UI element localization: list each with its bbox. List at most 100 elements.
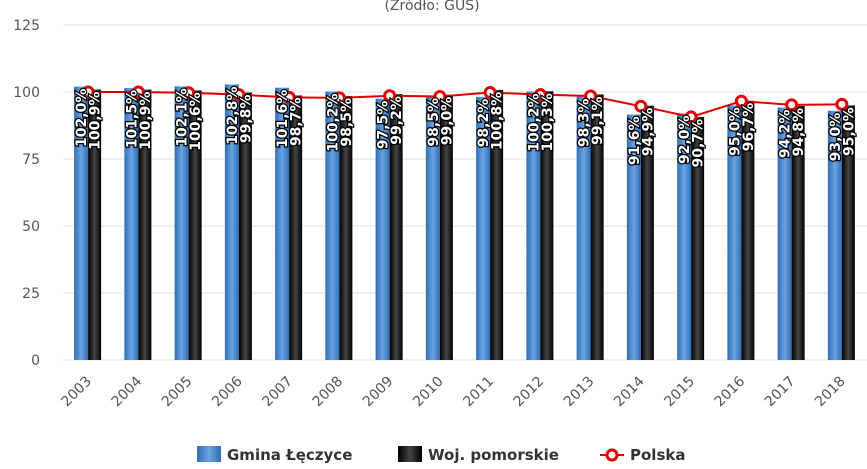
data-label: 101,5% [124, 90, 140, 148]
y-tick-label: 0 [31, 353, 40, 369]
line-point [433, 90, 447, 104]
bar [590, 94, 604, 361]
y-tick-label: 125 [13, 18, 40, 34]
legend-label: Polska [630, 446, 685, 464]
line-point [282, 90, 296, 104]
x-tick-label: 2013 [561, 374, 598, 411]
data-label: 98,7% [289, 97, 305, 146]
data-label: 99,0% [439, 97, 455, 146]
data-label: 94,8% [791, 108, 807, 157]
data-label: 102,0% [74, 89, 90, 147]
x-tick-label: 2012 [511, 374, 548, 411]
x-tick-label: 2017 [762, 374, 799, 411]
line-point [634, 99, 648, 113]
bar [325, 91, 340, 361]
data-label: 100,2% [325, 93, 341, 151]
data-label: 100,8% [490, 92, 506, 150]
legend-swatch [398, 446, 422, 462]
bar [224, 84, 239, 360]
legend-swatch [197, 446, 221, 462]
line-point [483, 86, 497, 100]
data-label: 95,0% [841, 107, 857, 156]
bar [626, 114, 641, 361]
bar [188, 90, 202, 360]
bar [741, 100, 755, 361]
data-label: 98,2% [476, 99, 492, 148]
line-point [835, 97, 849, 111]
x-tick-label: 2015 [661, 374, 698, 411]
data-label: 95,0% [727, 107, 743, 156]
data-label: 99,8% [238, 95, 254, 144]
bar [389, 94, 403, 361]
bar [540, 91, 554, 361]
data-label: 90,7% [691, 119, 707, 168]
data-label: 99,2% [389, 96, 405, 145]
x-tick-label: 2003 [58, 374, 95, 411]
data-label: 101,6% [275, 90, 291, 148]
bar [691, 116, 705, 360]
bar [791, 105, 805, 360]
bar [827, 110, 842, 360]
bar [576, 96, 591, 360]
legend-marker [605, 448, 619, 462]
x-tick-label: 2006 [209, 373, 246, 410]
x-tick-label: 2010 [410, 374, 447, 411]
line-point [81, 85, 95, 99]
x-tick-label: 2016 [712, 373, 749, 410]
legend-label: Gmina Łęczyce [227, 446, 352, 464]
x-tick-label: 2004 [109, 373, 146, 410]
data-label: 99,1% [590, 96, 606, 145]
x-tick-label: 2007 [259, 374, 296, 411]
data-label: 92,0% [677, 115, 693, 164]
bar [640, 105, 654, 360]
bar [138, 89, 152, 360]
bar [677, 113, 692, 360]
line-point [584, 89, 598, 103]
data-label: 98,3% [577, 99, 593, 148]
y-tick-label: 25 [22, 286, 40, 302]
y-tick-label: 75 [22, 152, 40, 168]
x-tick-label: 2018 [812, 374, 849, 411]
x-tick-label: 2009 [360, 374, 397, 411]
line-point [684, 110, 698, 124]
bar [727, 105, 742, 361]
bar [88, 89, 102, 360]
bar [439, 94, 453, 361]
line-point [131, 85, 145, 99]
x-tick-label: 2014 [611, 373, 648, 410]
line-point [232, 88, 246, 102]
y-tick-label: 50 [22, 219, 40, 235]
y-tick-label: 100 [13, 85, 40, 101]
x-tick-label: 2008 [310, 374, 347, 411]
bar [174, 86, 189, 360]
bar [526, 91, 541, 361]
bar [841, 105, 855, 361]
data-label: 94,9% [640, 108, 656, 157]
bar [339, 96, 353, 361]
x-tick-label: 2005 [159, 374, 196, 411]
line-point [785, 98, 799, 112]
data-label: 98,5% [339, 98, 355, 147]
x-tick-label: 2011 [460, 374, 497, 411]
data-label: 93,0% [828, 113, 844, 162]
bar [777, 107, 792, 360]
bar [124, 87, 139, 360]
data-label: 91,6% [627, 117, 643, 166]
data-label: 100,9% [138, 92, 154, 150]
data-label: 100,2% [526, 93, 542, 151]
line-point [332, 91, 346, 105]
bar [74, 86, 89, 360]
bar [476, 96, 491, 360]
data-label: 102,8% [225, 86, 241, 144]
data-label: 100,6% [188, 92, 204, 150]
data-label: 102,1% [175, 88, 191, 146]
subtitle: (Źródło: GUS) [384, 0, 479, 14]
data-label: 94,2% [778, 110, 794, 159]
line-point [734, 94, 748, 108]
line-point [182, 86, 196, 100]
bar [275, 87, 290, 360]
data-label: 96,7% [741, 103, 757, 152]
line-point [383, 89, 397, 103]
line-point [533, 88, 547, 102]
